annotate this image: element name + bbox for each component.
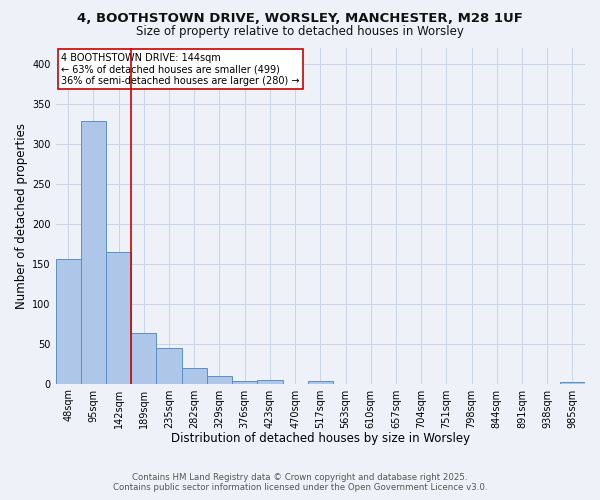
Bar bbox=[157, 348, 182, 384]
Bar bbox=[106, 252, 131, 384]
Bar bbox=[81, 121, 106, 384]
Y-axis label: Number of detached properties: Number of detached properties bbox=[15, 122, 28, 308]
Text: Contains HM Land Registry data © Crown copyright and database right 2025.
Contai: Contains HM Land Registry data © Crown c… bbox=[113, 473, 487, 492]
Text: Size of property relative to detached houses in Worsley: Size of property relative to detached ho… bbox=[136, 25, 464, 38]
Bar bbox=[207, 376, 232, 384]
Text: 4 BOOTHSTOWN DRIVE: 144sqm
← 63% of detached houses are smaller (499)
36% of sem: 4 BOOTHSTOWN DRIVE: 144sqm ← 63% of deta… bbox=[61, 52, 299, 86]
Bar bbox=[560, 382, 585, 384]
Text: 4, BOOTHSTOWN DRIVE, WORSLEY, MANCHESTER, M28 1UF: 4, BOOTHSTOWN DRIVE, WORSLEY, MANCHESTER… bbox=[77, 12, 523, 26]
Bar bbox=[56, 259, 81, 384]
Bar bbox=[308, 381, 333, 384]
X-axis label: Distribution of detached houses by size in Worsley: Distribution of detached houses by size … bbox=[171, 432, 470, 445]
Bar bbox=[131, 333, 157, 384]
Bar bbox=[182, 368, 207, 384]
Bar bbox=[232, 381, 257, 384]
Bar bbox=[257, 380, 283, 384]
